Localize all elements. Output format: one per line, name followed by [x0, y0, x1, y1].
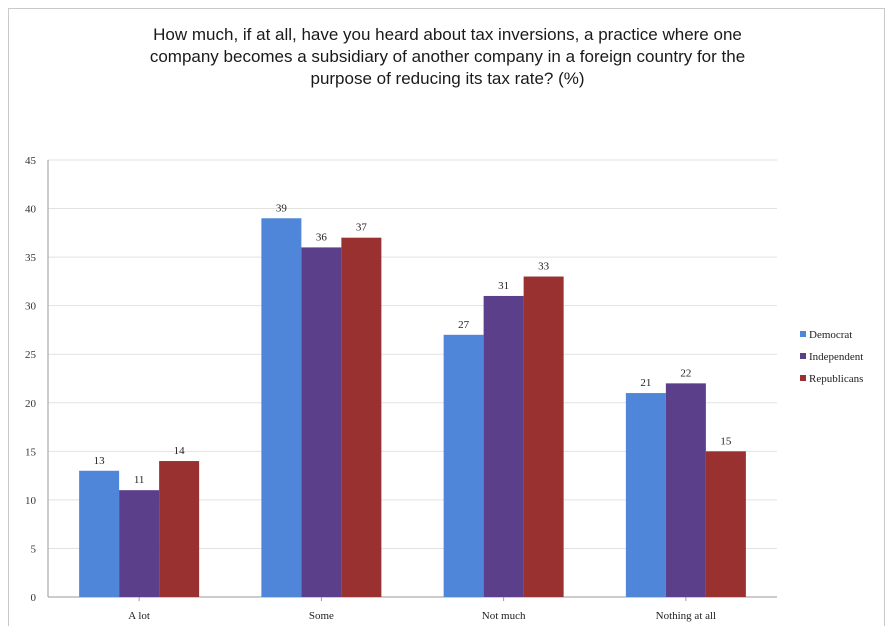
bar: [705, 451, 746, 597]
legend-label: Independent: [809, 351, 863, 363]
bar: [301, 247, 342, 597]
y-tick-label: 5: [31, 543, 37, 555]
data-label: 22: [680, 367, 691, 379]
bar: [79, 470, 120, 597]
y-tick-label: 25: [25, 349, 37, 361]
y-tick-label: 15: [25, 446, 37, 458]
bar: [665, 383, 706, 597]
x-tick-label: Nothing at all: [656, 610, 717, 622]
data-label: 27: [458, 319, 470, 331]
y-tick-label: 35: [25, 252, 37, 264]
bar: [119, 490, 160, 597]
data-label: 13: [94, 455, 106, 467]
legend-label: Democrat: [809, 329, 852, 341]
data-label: 31: [498, 280, 509, 292]
bars: 13 11 14 39 36 37 27 31 33 21 22 15: [79, 202, 746, 597]
x-tick-label: Some: [309, 610, 334, 622]
bar: [443, 334, 484, 597]
data-label: 15: [720, 435, 732, 447]
y-tick-label: 10: [25, 495, 37, 507]
x-tick-label: Not much: [482, 610, 526, 622]
bar: [523, 276, 564, 597]
y-tick-label: 30: [25, 301, 37, 313]
bar: [483, 295, 524, 597]
legend-swatch: [800, 331, 806, 337]
bar: [261, 218, 302, 597]
x-axis: A lot Some Not much Nothing at all: [128, 597, 716, 622]
data-label: 39: [276, 202, 288, 214]
data-label: 11: [134, 474, 145, 486]
x-tick-label: A lot: [128, 610, 150, 622]
data-label: 21: [640, 377, 651, 389]
y-axis: 0 5 10 15 20 25 30 35 40 45: [25, 155, 49, 604]
y-tick-label: 0: [31, 592, 37, 604]
data-label: 37: [356, 222, 368, 234]
y-tick-label: 20: [25, 398, 37, 410]
data-label: 36: [316, 231, 328, 243]
y-tick-label: 40: [25, 204, 37, 216]
data-label: 33: [538, 261, 550, 273]
bar: [625, 393, 666, 597]
bar: [341, 237, 382, 597]
legend-swatch: [800, 375, 806, 381]
data-label: 14: [174, 445, 186, 457]
y-tick-label: 45: [25, 155, 37, 167]
legend-swatch: [800, 353, 806, 359]
chart-title: How much, if at all, have you heard abou…: [149, 25, 746, 88]
legend-label: Republicans: [809, 373, 863, 385]
legend: Democrat Independent Republicans: [800, 329, 863, 385]
bar: [159, 461, 200, 597]
